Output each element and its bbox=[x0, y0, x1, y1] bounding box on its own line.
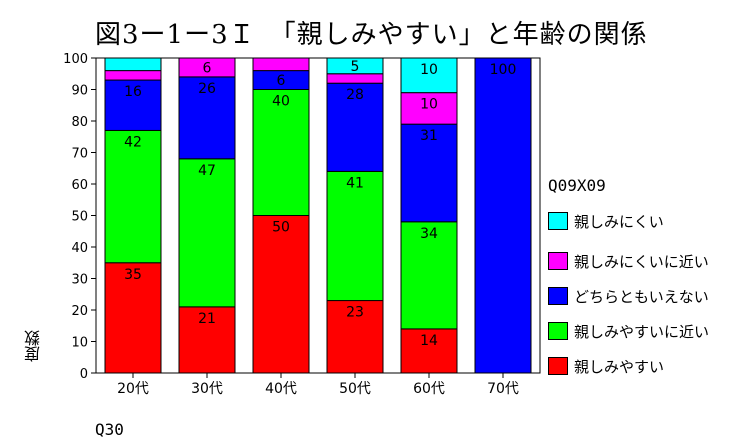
bar-segment bbox=[104, 57, 162, 72]
x-tick-label: 30代 bbox=[191, 381, 223, 397]
data-label: 10 bbox=[420, 97, 438, 113]
legend-swatch bbox=[548, 287, 568, 305]
bar-segment bbox=[326, 73, 384, 84]
y-tick-label: 0 bbox=[80, 367, 88, 382]
bar-segment bbox=[326, 57, 384, 75]
bar-segment bbox=[326, 82, 384, 172]
legend-item-shitashimiyasui-ni-chikai: 親しみやすいに近い bbox=[548, 321, 709, 341]
bar-segment bbox=[400, 123, 458, 223]
y-tick-label: 100 bbox=[63, 52, 88, 67]
legend-label: 親しみにくい bbox=[574, 212, 664, 231]
y-tick-label: 60 bbox=[71, 178, 88, 193]
data-label: 23 bbox=[346, 305, 364, 321]
legend-label: どちらともいえない bbox=[574, 287, 709, 306]
chart-title: 図3ー1ー3Ｉ 「親しみやすい」と年齢の関係 bbox=[95, 20, 648, 50]
data-label: 31 bbox=[420, 128, 438, 144]
y-tick-label: 90 bbox=[71, 84, 88, 99]
bar-segment bbox=[474, 57, 532, 374]
bar-segment bbox=[178, 158, 236, 308]
legend-swatch bbox=[548, 322, 568, 340]
bar-segment bbox=[178, 57, 236, 78]
bar-segment bbox=[326, 170, 384, 302]
legend-item-shitashiminikui: 親しみにくい bbox=[548, 211, 664, 231]
x-axis-label: Q30 bbox=[95, 420, 124, 439]
x-tick-label: 20代 bbox=[117, 381, 149, 397]
x-tick-label: 40代 bbox=[265, 381, 297, 397]
y-tick-label: 70 bbox=[71, 147, 88, 162]
bar-segment bbox=[178, 76, 236, 160]
bar-segment bbox=[252, 215, 310, 374]
bar-segment bbox=[400, 57, 458, 94]
data-label: 5 bbox=[351, 59, 360, 75]
data-label: 41 bbox=[346, 175, 364, 191]
legend-label: 親しみやすい bbox=[574, 357, 665, 376]
bar-segment bbox=[400, 221, 458, 330]
data-label: 42 bbox=[124, 134, 142, 150]
legend-item-dochiratomo: どちらともいえない bbox=[548, 286, 709, 306]
data-label: 28 bbox=[346, 87, 364, 103]
y-axis-label: 度数 bbox=[24, 330, 43, 362]
legend-item-shitashimiyasui: 親しみやすい bbox=[548, 356, 664, 376]
data-label: 35 bbox=[124, 267, 142, 283]
bar-segment bbox=[252, 57, 310, 72]
legend-label: 親しみにくいに近い bbox=[574, 252, 709, 271]
bar-segment bbox=[400, 92, 458, 125]
bar-segment bbox=[178, 306, 236, 374]
data-label: 34 bbox=[420, 226, 438, 242]
y-tick-label: 80 bbox=[71, 115, 88, 130]
data-label: 100 bbox=[490, 62, 517, 78]
data-label: 40 bbox=[272, 94, 290, 110]
y-tick-label: 20 bbox=[71, 304, 88, 319]
bar-segment bbox=[104, 79, 162, 131]
data-label: 16 bbox=[124, 84, 142, 100]
data-label: 26 bbox=[198, 81, 216, 97]
plot-frame bbox=[95, 57, 541, 374]
legend-swatch bbox=[548, 212, 568, 230]
x-tick-label: 60代 bbox=[413, 381, 445, 397]
data-label: 21 bbox=[198, 311, 216, 327]
x-tick-label: 70代 bbox=[487, 381, 519, 397]
y-tick-label: 50 bbox=[71, 210, 88, 225]
data-label: 47 bbox=[198, 163, 216, 179]
data-label: 10 bbox=[420, 62, 438, 78]
legend-item-shitashiminikui-ni-chikai: 親しみにくいに近い bbox=[548, 251, 709, 271]
legend-title: Q09X09 bbox=[548, 176, 606, 195]
y-tick-label: 10 bbox=[71, 336, 88, 351]
data-label: 6 bbox=[203, 60, 212, 76]
bar-segment bbox=[252, 89, 310, 216]
legend-swatch bbox=[548, 357, 568, 375]
y-tick-label: 40 bbox=[71, 241, 88, 256]
bar-segment bbox=[326, 300, 384, 374]
data-label: 14 bbox=[420, 333, 438, 349]
bar-segment bbox=[104, 70, 162, 81]
data-label: 6 bbox=[277, 73, 286, 89]
legend-label: 親しみやすいに近い bbox=[574, 322, 710, 341]
bar-segment bbox=[104, 129, 162, 264]
legend-swatch bbox=[548, 252, 568, 270]
y-tick-label: 30 bbox=[71, 273, 88, 288]
x-tick-label: 50代 bbox=[339, 381, 371, 397]
data-label: 50 bbox=[272, 220, 290, 236]
